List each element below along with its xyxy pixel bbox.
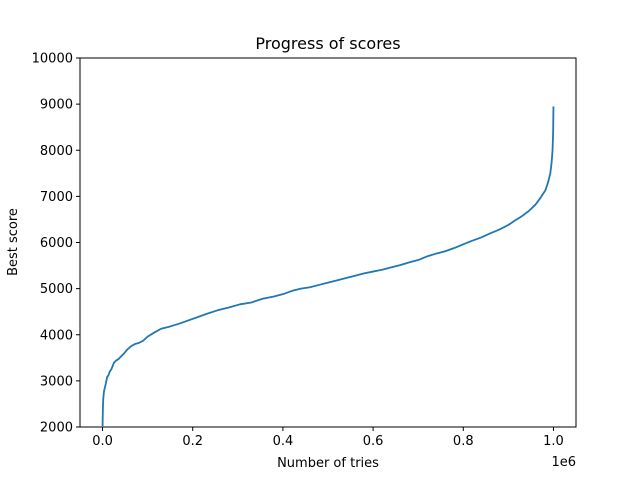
x-tick-label: 0.8 <box>453 434 474 449</box>
x-axis-offset-label: 1e6 <box>551 455 576 470</box>
chart-title: Progress of scores <box>255 34 400 53</box>
y-tick-label: 4000 <box>40 328 73 343</box>
axis-ticks: 0.0 0.2 0.4 0.6 0.8 1.0 2000 3000 4000 5000 6000 70… <box>32 52 564 450</box>
x-tick-label: 0.4 <box>273 434 294 449</box>
x-tick-label: 0.2 <box>182 434 203 449</box>
x-tick-label: 0.6 <box>363 434 384 449</box>
plot-area <box>101 106 555 427</box>
x-tick-label: 0.0 <box>92 434 113 449</box>
y-tick-label: 8000 <box>40 144 73 159</box>
y-tick-label: 6000 <box>40 236 73 251</box>
y-tick-label: 2000 <box>40 421 73 436</box>
plot-frame <box>79 57 577 428</box>
series-line-0 <box>101 106 555 427</box>
x-axis-label: Number of tries <box>277 456 379 471</box>
x-tick-label: 1.0 <box>543 434 564 449</box>
y-tick-label: 5000 <box>40 282 73 297</box>
y-tick-label: 10000 <box>32 52 73 67</box>
y-axis-label: Best score <box>6 208 21 276</box>
y-tick-label: 3000 <box>40 374 73 389</box>
y-tick-label: 7000 <box>40 190 73 205</box>
y-tick-label: 9000 <box>40 98 73 113</box>
